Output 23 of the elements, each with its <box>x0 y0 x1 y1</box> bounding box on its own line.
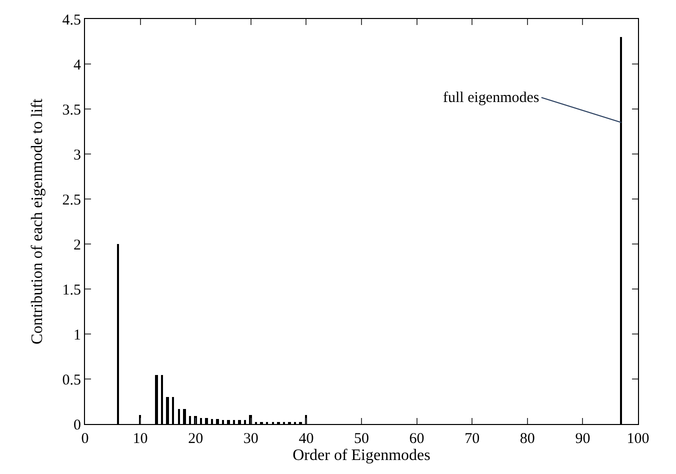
x-tick-label: 80 <box>520 431 535 447</box>
x-tick-label: 30 <box>243 431 258 447</box>
y-tick-label: 0 <box>74 417 81 434</box>
y-tick-label: 4 <box>74 57 82 74</box>
x-axis-title: Order of Eigenmodes <box>292 447 430 464</box>
y-tick-label: 2.5 <box>62 192 81 208</box>
y-tick-label: 3 <box>74 147 81 164</box>
annotation: full eigenmodes <box>443 90 540 106</box>
y-tick-label: 4.5 <box>62 12 81 28</box>
x-tick-label: 70 <box>464 431 480 447</box>
x-tick-label: 40 <box>298 431 314 447</box>
y-tick-label: 0.5 <box>62 372 81 388</box>
x-tick-label: 90 <box>575 431 590 447</box>
y-axis-title: Contribution of each eigenmode to lift <box>29 98 46 344</box>
x-tick-label: 10 <box>132 431 148 447</box>
y-tick-label: 1.5 <box>62 282 81 298</box>
x-tick-label: 60 <box>409 431 424 447</box>
y-tick-label: 2 <box>74 237 81 254</box>
x-tick-label: 50 <box>354 431 369 447</box>
x-tick-label: 100 <box>626 431 650 447</box>
y-tick-label: 1 <box>74 327 81 344</box>
y-tick-label: 3.5 <box>62 102 81 118</box>
x-tick-label: 20 <box>188 431 204 447</box>
